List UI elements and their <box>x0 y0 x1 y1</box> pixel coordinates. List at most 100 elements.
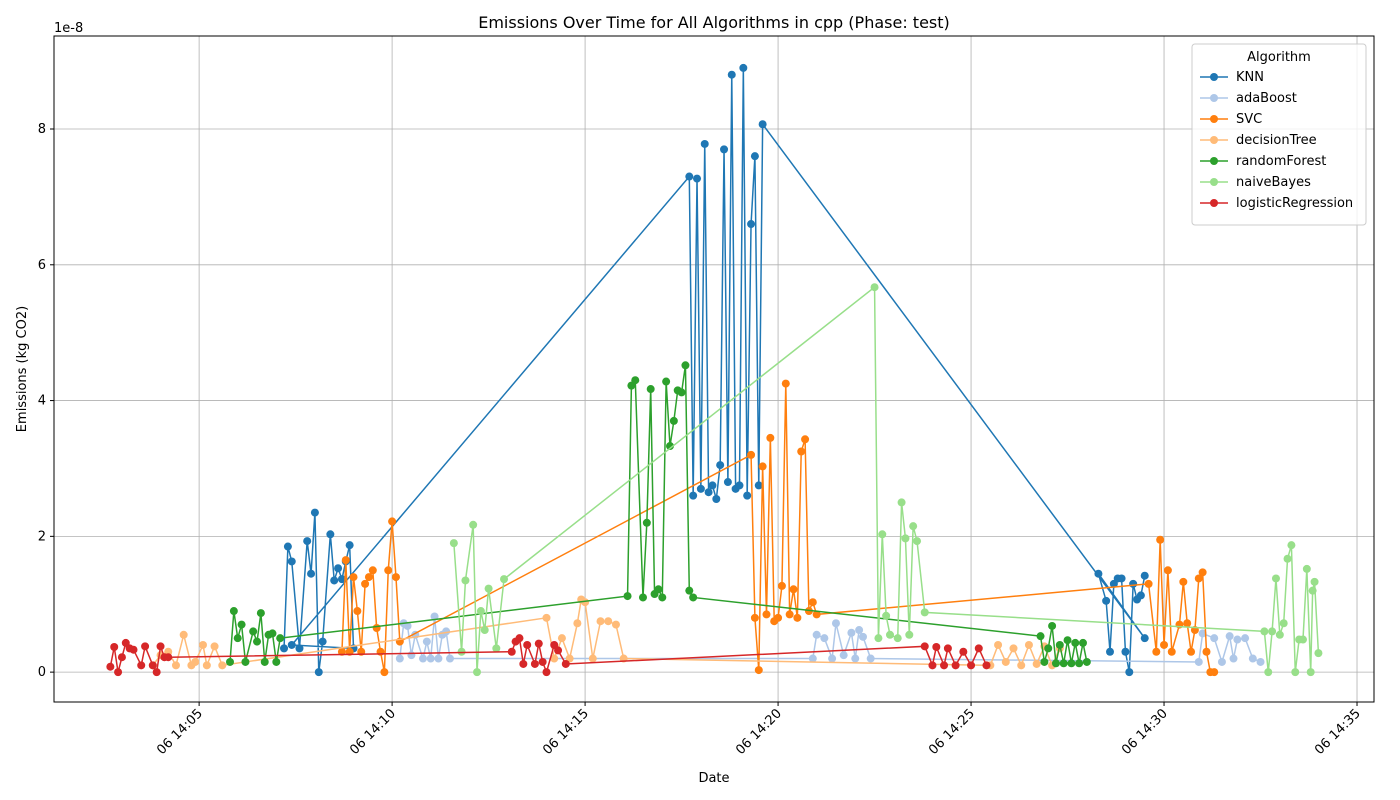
data-point <box>1291 668 1300 677</box>
data-point <box>905 630 914 639</box>
data-point <box>666 442 674 451</box>
data-point <box>874 634 883 643</box>
data-point <box>762 610 771 619</box>
data-point <box>391 573 400 582</box>
data-point <box>604 617 613 626</box>
data-point <box>851 654 860 663</box>
data-point <box>106 662 115 671</box>
series-line <box>399 616 1261 665</box>
data-point <box>156 642 165 651</box>
data-point <box>739 63 748 72</box>
legend: Algorithm KNN adaBoost SVC decisionTree rando… <box>1191 43 1367 226</box>
data-point <box>152 668 161 677</box>
data-point <box>716 461 725 470</box>
data-point <box>712 495 721 504</box>
data-point <box>310 508 319 517</box>
x-tick-label: 06 14:30 <box>1119 706 1171 758</box>
data-point <box>542 668 551 677</box>
data-point <box>708 481 717 490</box>
data-point <box>831 619 840 628</box>
data-point <box>198 640 207 649</box>
data-point <box>500 575 509 584</box>
data-point <box>1129 579 1138 588</box>
data-point <box>828 654 837 663</box>
x-tick-label: 06 14:05 <box>154 706 206 758</box>
data-point <box>430 612 439 621</box>
data-point <box>1163 566 1172 575</box>
data-point <box>137 661 146 670</box>
data-point <box>191 657 200 666</box>
data-point <box>750 613 759 622</box>
data-point <box>812 630 821 639</box>
y-tick-label: 2 <box>38 529 46 544</box>
legend-label: KNN <box>1236 70 1264 85</box>
data-point <box>530 659 539 668</box>
data-point <box>793 613 802 622</box>
data-point <box>1152 647 1161 656</box>
data-point <box>1271 574 1280 583</box>
data-point <box>882 611 891 620</box>
data-point <box>982 661 991 670</box>
data-point <box>469 520 478 529</box>
data-point <box>1179 577 1188 586</box>
data-point <box>384 566 393 575</box>
data-point <box>1187 647 1196 656</box>
data-point <box>1106 647 1114 656</box>
data-point <box>457 647 466 656</box>
data-point <box>1260 627 1269 636</box>
data-point <box>1044 644 1053 653</box>
data-point <box>1048 621 1057 630</box>
data-point <box>974 644 983 653</box>
data-point <box>237 620 246 629</box>
data-point <box>1117 574 1126 583</box>
data-point <box>1036 632 1045 641</box>
data-point <box>1156 535 1165 544</box>
series-line <box>283 67 1146 673</box>
data-point <box>689 491 698 500</box>
x-tick-label: 06 14:20 <box>733 706 785 758</box>
data-point <box>1024 640 1033 649</box>
data-point <box>1032 659 1041 668</box>
data-point <box>1225 632 1234 641</box>
data-point <box>1125 668 1134 677</box>
data-point <box>403 621 412 630</box>
data-point <box>446 654 454 663</box>
data-point <box>774 613 783 622</box>
x-axis-label: Date <box>698 771 729 786</box>
data-point <box>515 634 524 643</box>
data-point <box>210 642 219 651</box>
data-point <box>110 643 119 652</box>
data-point <box>260 657 269 666</box>
data-point <box>754 481 763 490</box>
data-point <box>334 564 343 573</box>
data-point <box>1040 657 1049 666</box>
data-point <box>388 517 397 526</box>
data-point <box>797 447 806 456</box>
legend-label: SVC <box>1236 112 1262 127</box>
data-point <box>349 573 358 582</box>
data-point <box>878 530 887 539</box>
data-point <box>1121 647 1130 656</box>
data-point <box>758 462 767 471</box>
data-point <box>747 220 756 229</box>
data-point <box>646 385 655 394</box>
data-point <box>654 585 663 594</box>
data-point <box>1241 634 1250 643</box>
data-point <box>473 668 482 677</box>
data-point <box>1314 649 1323 658</box>
data-point <box>1059 659 1068 668</box>
data-point <box>858 632 867 641</box>
data-point <box>280 644 289 653</box>
data-point <box>743 491 752 500</box>
legend-marker <box>1210 115 1218 123</box>
data-point <box>303 537 312 546</box>
data-point <box>870 283 879 292</box>
data-point <box>1094 569 1103 578</box>
legend-marker <box>1210 157 1218 165</box>
data-point <box>1001 657 1010 666</box>
data-point <box>1217 657 1226 666</box>
x-tick-label: 06 14:15 <box>540 706 592 758</box>
y-axis-label: Emissions (kg CO2) <box>15 306 30 432</box>
legend-label: naiveBayes <box>1236 175 1311 190</box>
